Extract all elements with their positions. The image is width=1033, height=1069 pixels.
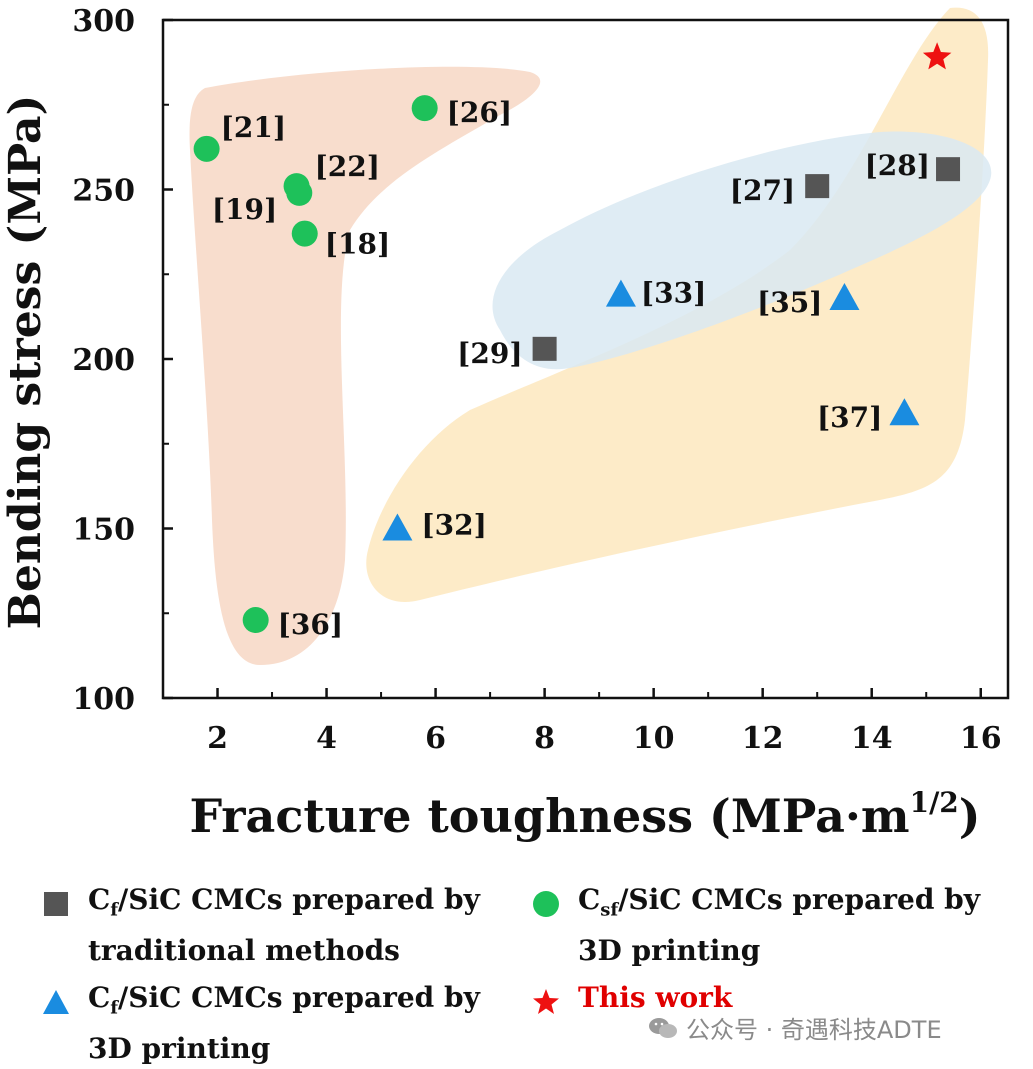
data-point-star [922, 42, 952, 70]
scatter-chart: 2 4 6 8 10 12 14 16 100 150 200 250 300 Fracture to… [0, 4, 1010, 843]
x-tick-label: 16 [960, 721, 1002, 756]
point-label: [29] [457, 337, 522, 370]
data-points [193, 42, 961, 634]
data-point-circle [411, 95, 438, 122]
legend-label-cf-3d: Cf/SiC CMCs prepared by 3D printing [88, 981, 480, 1065]
point-label: [27] [730, 174, 795, 207]
data-point-circle [286, 179, 313, 206]
point-labels: [27] [28] [29] [21] [26] [22] [19] [18] [36] [33]… [212, 96, 930, 641]
data-point-circle [291, 220, 318, 247]
data-point-square [805, 174, 830, 199]
watermark-text: 公众号 · 奇遇科技ADTE [686, 1016, 942, 1044]
star-marker-icon [533, 989, 559, 1014]
data-point-triangle [382, 513, 413, 541]
triangle-marker-icon [43, 990, 69, 1014]
square-marker-icon [44, 892, 68, 916]
x-tick-label: 6 [425, 721, 446, 756]
data-point-triangle [889, 398, 920, 426]
y-tick-label: 250 [72, 174, 135, 209]
point-label: [32] [421, 509, 486, 542]
x-tick-label: 10 [633, 721, 675, 756]
y-tick-label: 200 [72, 343, 135, 378]
legend-item-traditional: Cf/SiC CMCs prepared by traditional meth… [42, 880, 480, 971]
legend-item-csf-3d: Csf/SiC CMCs prepared by 3D printing [532, 880, 980, 971]
point-label: [26] [447, 96, 512, 129]
legend-item-cf-3d: Cf/SiC CMCs prepared by 3D printing [42, 978, 480, 1069]
data-point-triangle [605, 279, 636, 307]
x-tick-label: 12 [742, 721, 784, 756]
data-point-square [532, 336, 557, 361]
x-axis-ticks: 2 4 6 8 10 12 14 16 [207, 688, 1002, 756]
point-label: [37] [817, 401, 882, 434]
legend-label-traditional: Cf/SiC CMCs prepared by traditional meth… [88, 883, 480, 967]
data-point-circle [193, 135, 220, 162]
circle-marker-icon [533, 891, 559, 917]
watermark: 公众号 · 奇遇科技ADTE [648, 1010, 942, 1045]
point-label: [36] [278, 608, 343, 641]
data-point-triangle [829, 282, 860, 310]
highlight-regions [189, 7, 992, 666]
legend-label-csf-3d: Csf/SiC CMCs prepared by 3D printing [578, 883, 980, 967]
x-tick-label: 14 [851, 721, 893, 756]
point-label: [19] [212, 193, 277, 226]
x-axis-title: Fracture toughness (MPa·m1/2) [189, 786, 980, 843]
y-axis-title: Bending stress (MPa) [0, 95, 51, 630]
x-tick-label: 8 [534, 721, 555, 756]
wechat-icon [649, 1017, 677, 1038]
x-tick-label: 2 [207, 721, 228, 756]
y-tick-label: 300 [72, 4, 135, 39]
point-label: [21] [221, 111, 286, 144]
y-tick-label: 100 [72, 682, 135, 717]
point-label: [18] [325, 228, 390, 261]
region-traditional [492, 131, 992, 370]
y-tick-label: 150 [72, 513, 135, 548]
point-label: [28] [865, 149, 930, 182]
y-axis-ticks: 100 150 200 250 300 [72, 4, 173, 717]
region-cf-3d-printing [366, 7, 989, 602]
point-label: [22] [315, 150, 380, 183]
x-tick-label: 4 [316, 721, 337, 756]
point-label: [35] [757, 286, 822, 319]
point-label: [33] [641, 277, 706, 310]
region-csf-3d-printing [189, 66, 541, 666]
data-point-circle [242, 607, 269, 634]
data-point-square [936, 157, 961, 182]
legend-item-this-work: This work [532, 978, 732, 1018]
legend-label-this-work: This work [578, 981, 733, 1014]
legend: Cf/SiC CMCs prepared by traditional meth… [0, 870, 1033, 1069]
